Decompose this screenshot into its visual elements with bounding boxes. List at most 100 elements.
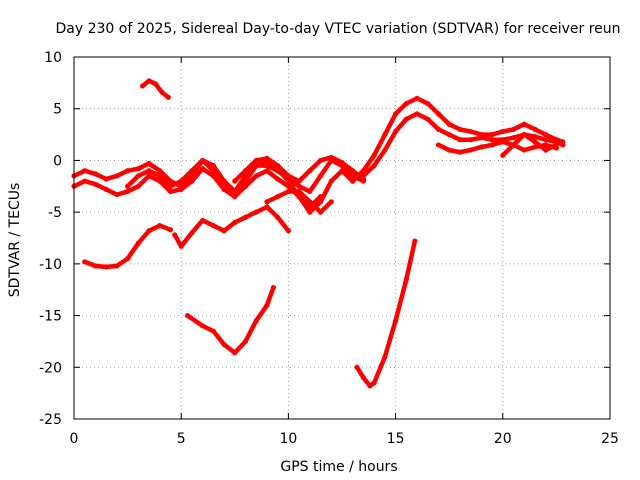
data-point [210, 222, 216, 229]
data-point [146, 168, 152, 174]
series-track-k [172, 204, 291, 249]
y-axis-label: SDTVAR / TECUs [7, 183, 23, 298]
data-point [92, 181, 99, 187]
data-point [435, 142, 442, 148]
data-point [543, 142, 549, 148]
data-point [468, 128, 474, 135]
data-point [553, 142, 560, 148]
data-point [157, 173, 163, 179]
data-point [242, 338, 249, 345]
x-tick-label: 15 [387, 431, 405, 447]
data-point [543, 147, 549, 153]
data-point [125, 188, 131, 195]
data-point [275, 176, 281, 182]
data-point [446, 131, 452, 138]
data-point [328, 199, 334, 205]
data-point [317, 173, 324, 179]
data-point [253, 318, 259, 324]
data-point [350, 178, 356, 184]
data-point [521, 121, 527, 127]
data-point [446, 121, 452, 127]
data-point [412, 238, 418, 244]
data-point [500, 139, 506, 145]
data-point [371, 380, 377, 386]
x-tick-label: 10 [279, 431, 297, 447]
data-point [200, 323, 206, 329]
data-point [510, 126, 517, 132]
data-point [532, 139, 538, 145]
data-point [135, 240, 141, 246]
data-point [253, 209, 259, 215]
data-point [210, 168, 216, 174]
data-point [146, 78, 152, 84]
data-point [285, 228, 291, 234]
y-tick-label: 5 [53, 102, 62, 118]
data-point [82, 178, 88, 184]
data-point [114, 173, 120, 179]
y-tick-label: -15 [39, 309, 62, 325]
data-point [232, 178, 238, 184]
data-point [167, 188, 174, 195]
data-point [510, 135, 517, 141]
data-point [221, 183, 227, 189]
data-point [371, 163, 377, 169]
data-point [264, 168, 270, 174]
data-point [543, 131, 549, 138]
data-point [82, 168, 88, 174]
data-point [478, 144, 484, 150]
data-point [221, 228, 227, 234]
data-point [270, 285, 276, 291]
data-point [275, 214, 281, 220]
data-point [521, 131, 527, 138]
data-point [157, 222, 163, 229]
data-point [328, 154, 334, 160]
data-point [285, 188, 291, 195]
axis-ticks [73, 56, 611, 420]
data-point [435, 111, 442, 117]
data-point [221, 341, 227, 348]
data-point [264, 155, 270, 161]
y-tick-label: 10 [44, 50, 62, 66]
data-point [468, 137, 474, 143]
data-point [200, 217, 206, 224]
data-point [403, 276, 409, 282]
x-tick-label: 25 [601, 431, 619, 447]
data-point [478, 135, 484, 141]
data-point [275, 194, 281, 200]
data-point [178, 186, 184, 192]
data-point [403, 116, 409, 122]
data-point [114, 263, 120, 269]
data-point [264, 302, 270, 308]
data-point [371, 152, 377, 158]
data-point [393, 111, 399, 117]
series-track-a [71, 158, 366, 194]
data-point [367, 383, 373, 389]
data-point [146, 228, 152, 234]
data-point [232, 219, 238, 226]
data-point [489, 142, 495, 148]
data-point [167, 183, 174, 189]
data-point [152, 81, 159, 87]
data-point [296, 188, 302, 195]
data-point [317, 209, 324, 215]
series-layer [71, 78, 566, 389]
data-point [232, 194, 238, 200]
data-point [125, 183, 131, 189]
tick-labels: 0 5 10 15 20 25 -25 -20 -15 -10 -5 0 5 10 [39, 50, 619, 447]
grid [74, 57, 610, 419]
data-point [393, 128, 399, 135]
data-point [264, 163, 270, 169]
data-point [414, 111, 420, 117]
data-point [532, 144, 538, 150]
data-point [425, 100, 431, 107]
data-point [414, 95, 420, 101]
data-point [435, 126, 442, 132]
data-point [189, 230, 195, 236]
data-point [135, 166, 141, 172]
data-point [296, 178, 302, 184]
data-point [350, 168, 356, 174]
data-point [457, 149, 463, 155]
data-point [172, 232, 178, 238]
data-point [125, 256, 131, 262]
